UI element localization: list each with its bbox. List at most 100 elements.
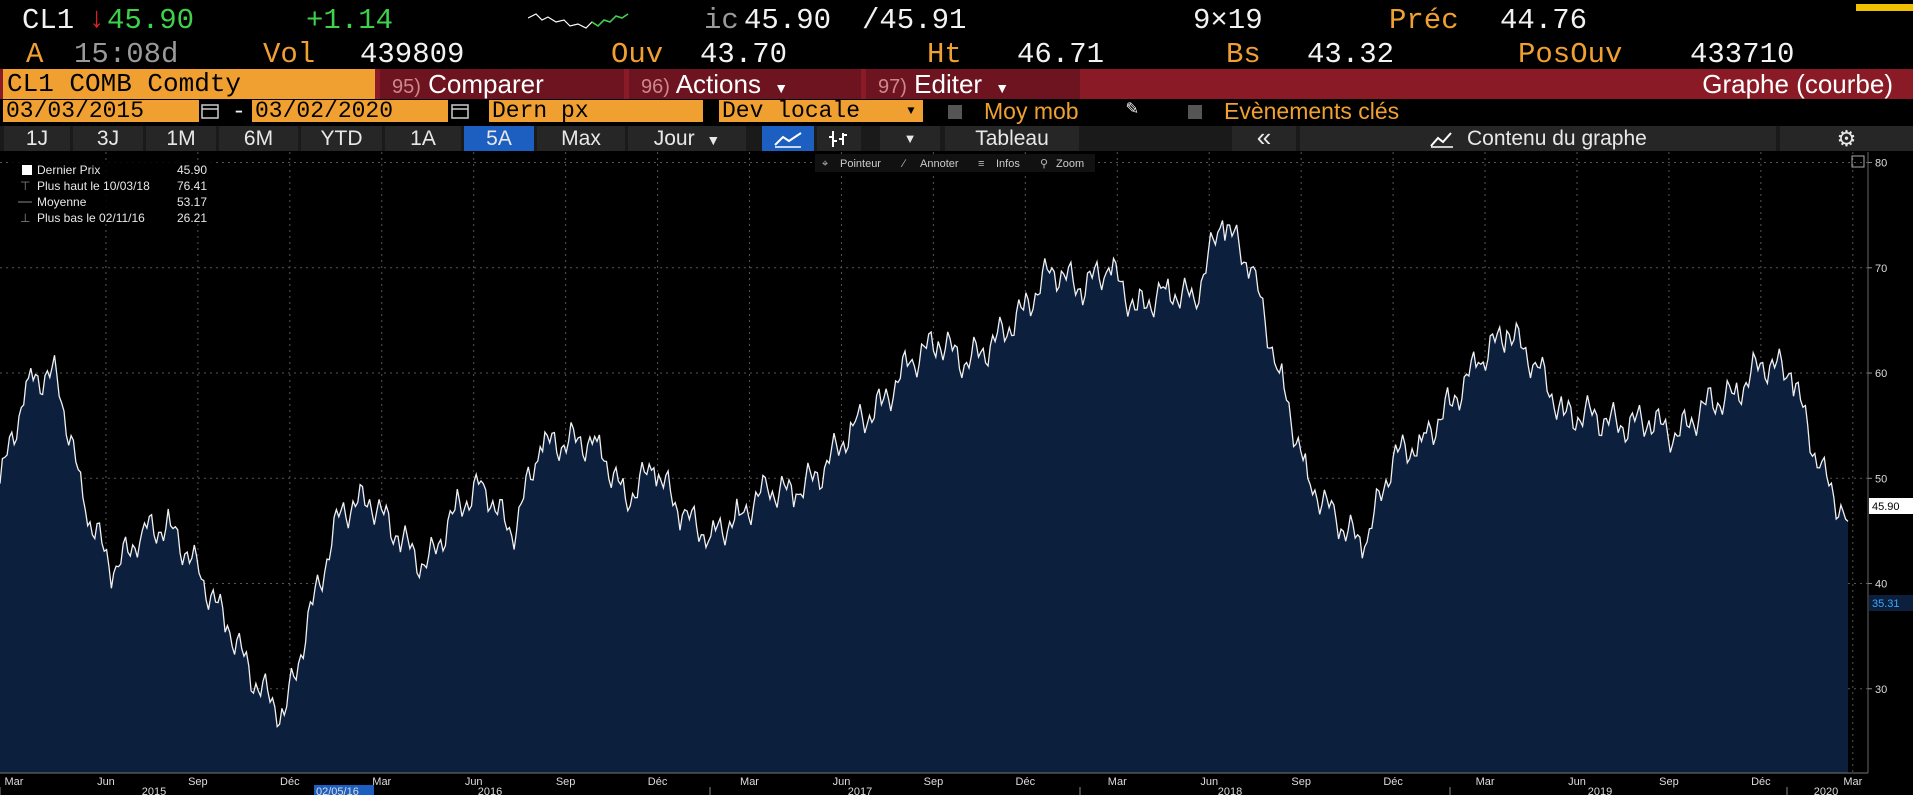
pointer-tool[interactable]: Pointeur [840,158,881,170]
x-tick-label: Jun [97,776,115,788]
security-field[interactable]: CL1 COMB Comdty [3,69,375,99]
legend-last-swatch [22,165,32,175]
chart-expand-icon[interactable] [1851,155,1865,168]
start-date-input[interactable]: 03/03/2015 [3,100,199,123]
currency-select[interactable]: Dev locale [719,100,899,123]
x-tick-label: Déc [1751,776,1771,788]
collapse-button[interactable]: « [1232,124,1296,151]
x-tick-label: Mar [1108,776,1127,788]
currency-chevron-down-icon[interactable]: ▼ [899,100,923,122]
quote-line: CL1 ↓ 45.90 +1.14 ic 45.90 /45.91 9×19 P… [0,4,1913,37]
x-tick-label: Sep [556,776,576,788]
chart-content-button[interactable]: Contenu du graphe [1300,126,1776,151]
actions-button[interactable]: 96) Actions ▼ [629,69,861,99]
legend-high-marker: ⊤ [20,179,30,193]
legend-low-marker: ⊥ [20,211,30,225]
last-price: 45.90 [107,4,195,37]
high-label: Ht [927,38,962,71]
annotate-tool[interactable]: Annoter [920,158,959,170]
x-tick-label: Jun [1568,776,1586,788]
x-axis-band [0,773,1913,795]
alert-strip [1856,4,1913,11]
edit-num: 97) [878,76,907,98]
bid-ask-size: 9×19 [1193,4,1263,37]
volume-value: 439809 [360,38,465,71]
x-tick-label: Jun [1200,776,1218,788]
period-1y-button[interactable]: 1A [385,126,461,151]
open-interest-label: PosOuv [1518,38,1623,71]
period-max-button[interactable]: Max [537,126,625,151]
low-label: Bs [1226,38,1261,71]
period-1d-button[interactable]: 1J [4,126,70,151]
price-field-input[interactable]: Dern px [489,100,703,123]
cursor-date-text: 02/05/16 [316,786,359,795]
bid-price: 45.90 [744,4,832,37]
prev-close-value: 44.76 [1500,4,1588,37]
volume-label: Vol [263,38,316,71]
x-tick-label: Déc [1016,776,1036,788]
bar-chart-icon[interactable] [817,126,861,151]
x-tick-label: Déc [648,776,668,788]
y-tick-label: 60 [1875,368,1887,380]
frequency-select[interactable]: Jour ▼ [628,126,746,151]
edit-chevron-down-icon: ▼ [995,80,1010,96]
end-date-input[interactable]: 03/02/2020 [252,100,448,123]
period-3d-button[interactable]: 3J [73,126,143,151]
x-year-label: 2015 [142,786,166,795]
edit-button[interactable]: 97) Editer ▼ [866,69,1080,99]
x-tick-label: Mar [372,776,391,788]
period-ytd-button[interactable]: YTD [301,126,382,151]
ticker[interactable]: CL1 [22,4,75,37]
compare-button[interactable]: 95) Comparer [380,69,624,99]
legend-high-value: 76.41 [177,179,207,193]
compare-label: Comparer [428,69,544,99]
cursor-date-badge [314,785,374,795]
x-tick-label: Sep [1659,776,1679,788]
legend-avg-value: 53.17 [177,195,207,209]
moving-avg-checkbox[interactable] [948,105,962,119]
price-line [0,220,1849,729]
y-tick-label: 70 [1875,263,1887,275]
table-button[interactable]: Tableau [945,126,1079,151]
period-1m-button[interactable]: 1M [146,126,216,151]
key-events-label[interactable]: Evènements clés [1224,98,1400,124]
y-tick-label: 50 [1875,473,1887,485]
annotate-icon: ∕ [900,158,907,170]
y-tick-label: 80 [1875,158,1887,170]
x-year-label: 2019 [1588,786,1612,795]
frequency-chevron-down-icon: ▼ [706,132,721,148]
period-5y-button[interactable]: 5A [464,126,534,151]
stats-line: A 15:08d Vol 439809 Ouv 43.70 Ht 46.71 B… [0,38,1913,71]
open-interest-value: 433710 [1690,38,1795,71]
end-calendar-icon[interactable] [450,102,470,120]
compare-num: 95) [392,76,421,98]
chart-type-label[interactable]: Graphe (courbe) [1702,69,1893,99]
prev-close-label: Préc [1389,4,1459,37]
period-6m-button[interactable]: 6M [219,126,298,151]
high-value: 46.71 [1017,38,1105,71]
sparkline-icon [528,13,629,29]
avg-badge-text: 35.31 [1872,598,1900,610]
chart-tools: ⌖ Pointeur ∕ Annoter ≡ Infos ⚲ Zoom [815,154,1095,172]
y-tick-label: 30 [1875,684,1887,696]
info-icon: ≡ [978,158,984,170]
line-chart-icon[interactable] [762,126,814,151]
legend-low-value: 26.21 [177,211,207,225]
legend-high-label: Plus haut le 10/03/18 [37,179,150,193]
x-tick-label: Jun [465,776,483,788]
x-tick-label: Déc [280,776,300,788]
key-events-checkbox[interactable] [1188,105,1202,119]
pencil-icon[interactable]: ✎ [1126,98,1139,121]
moving-avg-label[interactable]: Moy mob [984,98,1079,124]
info-tool[interactable]: Infos [996,158,1020,170]
gear-icon[interactable]: ⚙ [1780,126,1913,151]
last-trade-time: 15:08d [74,38,179,71]
start-calendar-icon[interactable] [200,102,220,120]
x-tick-label: Déc [1383,776,1403,788]
pointer-icon: ⌖ [822,158,828,170]
last-price-badge: 45.90 [1869,498,1913,514]
y-tick-label: 40 [1875,579,1887,591]
chart-style-chevron-down-icon[interactable]: ▼ [880,126,940,151]
zoom-tool[interactable]: Zoom [1056,158,1084,170]
